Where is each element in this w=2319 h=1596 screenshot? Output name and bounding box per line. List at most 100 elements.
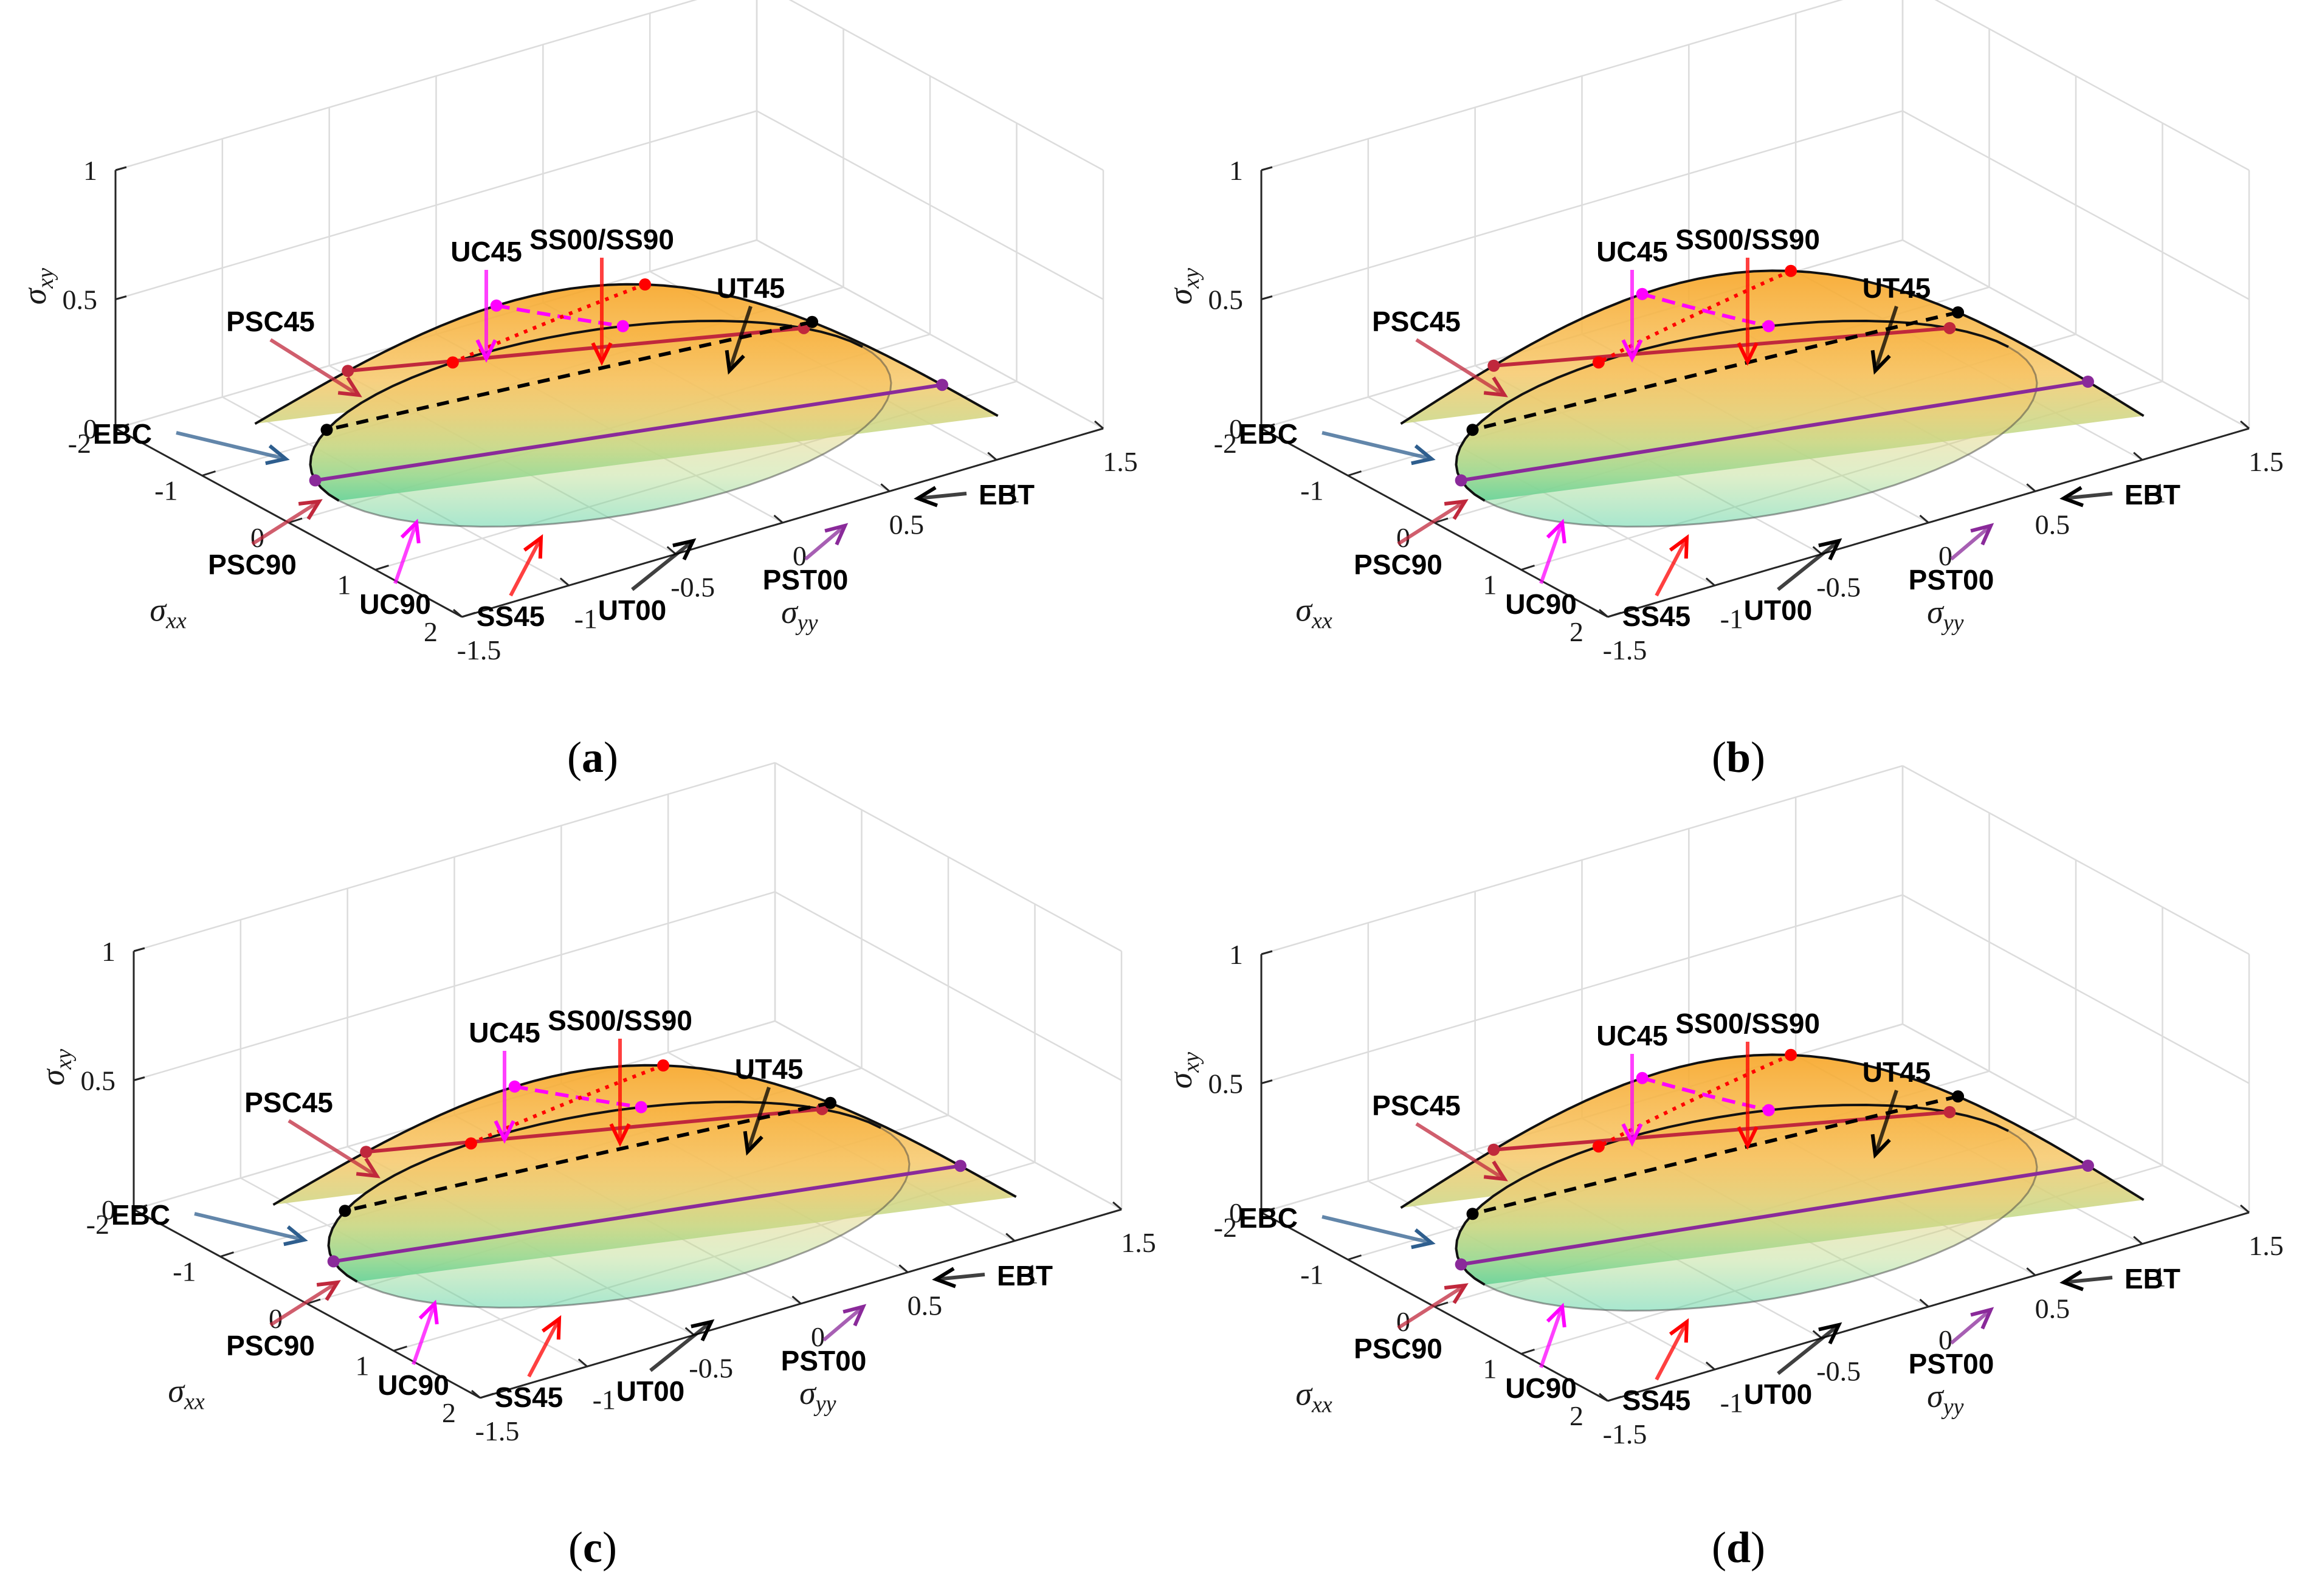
y-tick-label: 1 — [2152, 478, 2166, 509]
path-point — [1487, 359, 1500, 372]
path-point — [1952, 306, 1965, 319]
panel-caption: (d) — [1712, 1523, 1765, 1572]
loading-path-curve — [496, 303, 624, 328]
loading-path-curve — [315, 383, 943, 483]
x-tick-label: 0 — [1396, 1306, 1410, 1337]
axes: 0 0.5 1 -2 -1 0 1 2 -1.5 -1 -0.5 0 0.5 1 1.5 σxy σxx σyy — [1162, 155, 2284, 666]
x-tick-label: -2 — [68, 428, 91, 459]
path-point — [1952, 1090, 1965, 1103]
annotation-label: UT45 — [735, 1053, 803, 1085]
x-tick-label: 1 — [1483, 569, 1497, 600]
z-tick — [1261, 166, 1273, 171]
path-point — [464, 1137, 477, 1150]
path-point — [1466, 424, 1479, 436]
x-tick-label: 2 — [424, 616, 438, 647]
y-tick-label: -0.5 — [1816, 572, 1861, 603]
x-tick — [393, 1346, 407, 1352]
annotation-arrowhead — [316, 1280, 341, 1301]
annotation-arrowhead — [914, 486, 938, 507]
path-point — [954, 1160, 967, 1172]
annotation-arrow — [1950, 524, 1992, 561]
z-tick — [133, 947, 145, 952]
annotation-label: UT00 — [598, 594, 666, 626]
annotation-label: EBT — [2124, 479, 2180, 511]
path-point — [1762, 320, 1775, 332]
y-tick-label: -1.5 — [1603, 1419, 1647, 1450]
x-tick — [1261, 1207, 1275, 1214]
y-tick-label: -1.5 — [457, 635, 501, 666]
x-tick-label: -1 — [1300, 475, 1323, 506]
y-tick — [2026, 1267, 2036, 1276]
x-tick-label: -2 — [1214, 428, 1237, 459]
annotation-arrowhead — [523, 534, 543, 559]
annotation-arrow — [1873, 1090, 1898, 1155]
path-point — [806, 315, 819, 328]
z-tick-label: 0.5 — [1208, 1068, 1244, 1099]
x-tick — [1434, 517, 1449, 524]
y-tick-label: 0 — [793, 540, 807, 571]
y-tick-label: 1.5 — [1121, 1227, 1156, 1258]
annotation-arrow — [1397, 500, 1466, 546]
x-tick — [1521, 1349, 1535, 1355]
annotation-arrowhead — [1546, 1302, 1566, 1328]
path-point — [635, 1101, 647, 1113]
annotation-label: EBT — [979, 479, 1035, 511]
annotation-arrowhead — [1737, 342, 1759, 366]
surface-crest — [1400, 269, 2145, 425]
path-point — [2081, 376, 2094, 388]
y-tick — [2133, 1236, 2143, 1245]
y-axis-label: σyy — [781, 594, 818, 636]
z-tick-label: 0 — [83, 413, 97, 444]
x-tick — [1521, 565, 1535, 571]
annotations: PSC45 UC45 SS00/SS90 UT45 EBC EBT PSC90 UC90 SS4… — [93, 224, 1035, 632]
loading-path-curve — [1597, 269, 1792, 365]
annotation-arrow — [649, 1320, 712, 1372]
annotation-label: PSC45 — [226, 306, 315, 337]
annotation-arrowhead — [1737, 1126, 1759, 1150]
axes: 0 0.5 1 -2 -1 0 1 2 -1.5 -1 -0.5 0 0.5 1 1.5 σxy σxx σyy — [16, 155, 1138, 666]
x-tick — [375, 565, 389, 571]
annotation-label: UC90 — [1505, 588, 1577, 620]
annotation-arrowhead — [1546, 518, 1566, 544]
z-tick-label: 1 — [1229, 939, 1243, 970]
annotation-label: PSC90 — [1354, 1333, 1442, 1364]
annotation-arrow — [746, 1087, 771, 1152]
loading-path-curve — [1641, 292, 1769, 328]
path-point — [1487, 1143, 1500, 1156]
y-tick — [1705, 577, 1715, 586]
path-point — [639, 278, 652, 291]
annotation-label: UC45 — [469, 1017, 540, 1048]
path-point — [360, 1146, 373, 1158]
annotation-arrowhead — [1818, 538, 1842, 560]
grid-line — [1261, 110, 1903, 300]
y-tick — [880, 483, 891, 492]
path-point — [824, 1096, 837, 1109]
annotation-arrowhead — [1970, 523, 1994, 546]
annotation-label: PSC45 — [1372, 306, 1461, 337]
loading-path-curve — [514, 1084, 642, 1109]
annotation-arrow — [1655, 537, 1689, 597]
z-tick-label: 0 — [102, 1194, 115, 1225]
path-point — [1785, 1048, 1797, 1061]
y-tick — [1005, 1233, 1016, 1242]
z-tick-label: 1 — [83, 155, 97, 186]
annotation-arrow — [631, 539, 694, 591]
annotation-arrowhead — [1483, 1160, 1508, 1182]
y-tick-label: 1 — [1007, 478, 1021, 509]
annotation-label: PST00 — [763, 564, 849, 596]
z-tick-label: 0 — [1229, 1197, 1243, 1228]
x-axis-label: σxx — [1295, 592, 1332, 634]
annotation-arrow — [728, 306, 753, 371]
x-tick — [1607, 1395, 1622, 1402]
grid-line — [788, 0, 1104, 171]
annotation-arrowhead — [672, 538, 697, 560]
path-point — [1466, 1208, 1479, 1220]
annotation-arrow — [269, 1281, 339, 1327]
x-tick-label: 1 — [337, 569, 351, 600]
y-tick — [1599, 1392, 1608, 1402]
grid-line — [1902, 110, 2250, 300]
annotations: PSC45 UC45 SS00/SS90 UT45 EBC EBT PSC90 UC90 SS4… — [1239, 1008, 2180, 1416]
y-tick-label: 1 — [2152, 1262, 2166, 1293]
y-tick — [1112, 1201, 1122, 1211]
